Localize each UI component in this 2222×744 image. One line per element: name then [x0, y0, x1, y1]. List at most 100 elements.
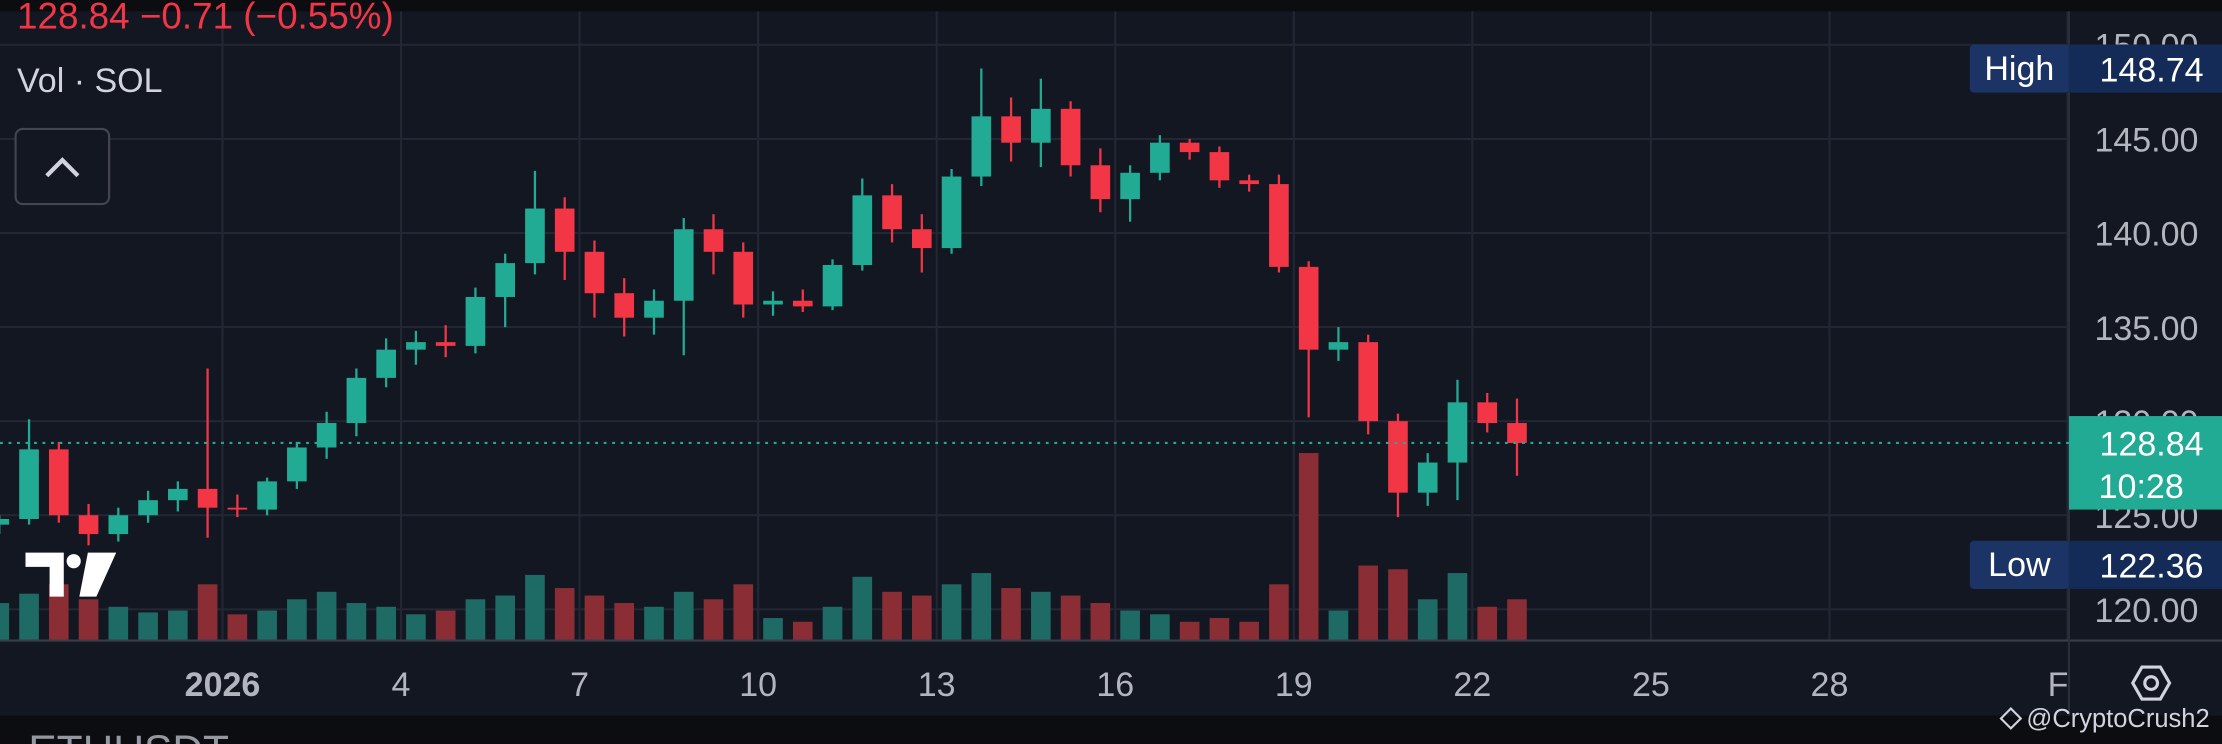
volume-bar [644, 606, 664, 641]
volume-bar [1060, 595, 1081, 641]
volume-layer [0, 453, 1527, 641]
candle-body [168, 488, 188, 501]
volume-bar [316, 591, 337, 641]
candle-body [1298, 266, 1319, 350]
volume-bar [168, 610, 188, 641]
candle-body [406, 342, 426, 350]
bottom-symbol: ETHUSDT [28, 728, 229, 744]
x-tick-label: 19 [1275, 666, 1313, 704]
countdown-label: 10:28 [2099, 468, 2184, 506]
high-value-box [2068, 44, 2222, 93]
candle-body [346, 377, 367, 424]
collapse-button[interactable] [14, 127, 111, 206]
x-tick-label: 22 [1453, 666, 1491, 704]
time-axis: 2026 4 7 10 13 16 19 22 25 28 Fe [185, 666, 2088, 704]
candle-body [495, 263, 516, 297]
volume-bar [19, 593, 39, 641]
volume-bar [1358, 565, 1379, 641]
volume-bar [792, 621, 813, 641]
candle-body [941, 176, 962, 249]
volume-bar [822, 606, 843, 641]
x-tick-label: 16 [1096, 666, 1134, 704]
high-tag-box [1969, 44, 2069, 93]
candle-body [257, 481, 277, 510]
volume-bar [406, 614, 426, 641]
volume-bar [882, 591, 902, 641]
candle-body [1031, 108, 1051, 143]
candle-body [1209, 152, 1230, 181]
volume-bar [1001, 588, 1021, 641]
candle-body [1328, 342, 1349, 350]
volume-bar [435, 610, 456, 641]
watermark: @CryptoCrush2 [2026, 705, 2209, 733]
volume-bar [525, 574, 545, 641]
candle-body [763, 300, 783, 305]
volume-bar [852, 576, 873, 641]
volume-bar [227, 614, 248, 641]
volume-bar [495, 595, 516, 641]
tv-logo [25, 552, 117, 597]
candle-body [0, 518, 10, 525]
candle-body [197, 488, 218, 508]
volume-bar [1031, 591, 1051, 641]
volume-bar [1150, 614, 1170, 641]
candle-body [435, 342, 456, 346]
volume-bar [1507, 599, 1527, 641]
volume-bar [108, 606, 129, 641]
candle-body [1060, 108, 1081, 166]
candle-body [971, 116, 992, 177]
high-tag: High [1984, 50, 2054, 88]
candle-layer [0, 68, 1527, 546]
x-tick-label: Fe [2048, 666, 2088, 704]
candle-body [138, 500, 158, 516]
x-tick-label: 25 [1632, 666, 1670, 704]
candle-body [614, 293, 635, 318]
x-tick-label: 4 [392, 666, 411, 704]
volume-bar [911, 595, 932, 641]
volume-bar [138, 612, 158, 641]
volume-bar [287, 599, 307, 641]
candle-body [1179, 142, 1200, 153]
candle-body [525, 208, 545, 264]
volume-bar [257, 610, 277, 641]
candle-body [1269, 184, 1289, 267]
last-price-label: 128.84 [2100, 426, 2204, 464]
volume-bar [1120, 610, 1140, 641]
candle-body [1417, 462, 1438, 493]
volume-bar [1090, 603, 1111, 641]
volume-bar [1477, 606, 1498, 641]
candle-body [822, 264, 843, 307]
x-tick-label: 28 [1811, 666, 1849, 704]
volume-bar [554, 588, 575, 641]
low-value-box [2068, 540, 2222, 589]
candle-body [703, 229, 724, 252]
volume-bar [584, 595, 605, 641]
volume-bar [1239, 621, 1259, 641]
volume-bar [1417, 599, 1438, 641]
volume-bar [48, 584, 69, 641]
volume-bar [941, 584, 962, 641]
candle-body [1477, 402, 1498, 424]
candle-body [911, 229, 932, 249]
x-tick-label: 2026 [185, 666, 261, 704]
volume-bar [1179, 621, 1200, 641]
candle-body [1507, 423, 1527, 443]
candle-body [644, 300, 664, 318]
low-value: 122.36 [2100, 548, 2204, 586]
candle-body [1388, 421, 1408, 493]
settings-button[interactable] [2130, 665, 2172, 701]
candle-body [554, 208, 575, 252]
volume-bar [703, 599, 724, 641]
candle-body [1150, 142, 1170, 173]
volume-bar [1388, 569, 1408, 641]
candle-body [48, 449, 69, 516]
candle-body [19, 449, 39, 519]
candle-body [1090, 165, 1111, 200]
candle-body [465, 296, 486, 346]
volume-bar [1298, 453, 1319, 641]
candle-body [78, 515, 99, 535]
candle-body [1239, 180, 1259, 185]
volume-bar [376, 606, 396, 641]
